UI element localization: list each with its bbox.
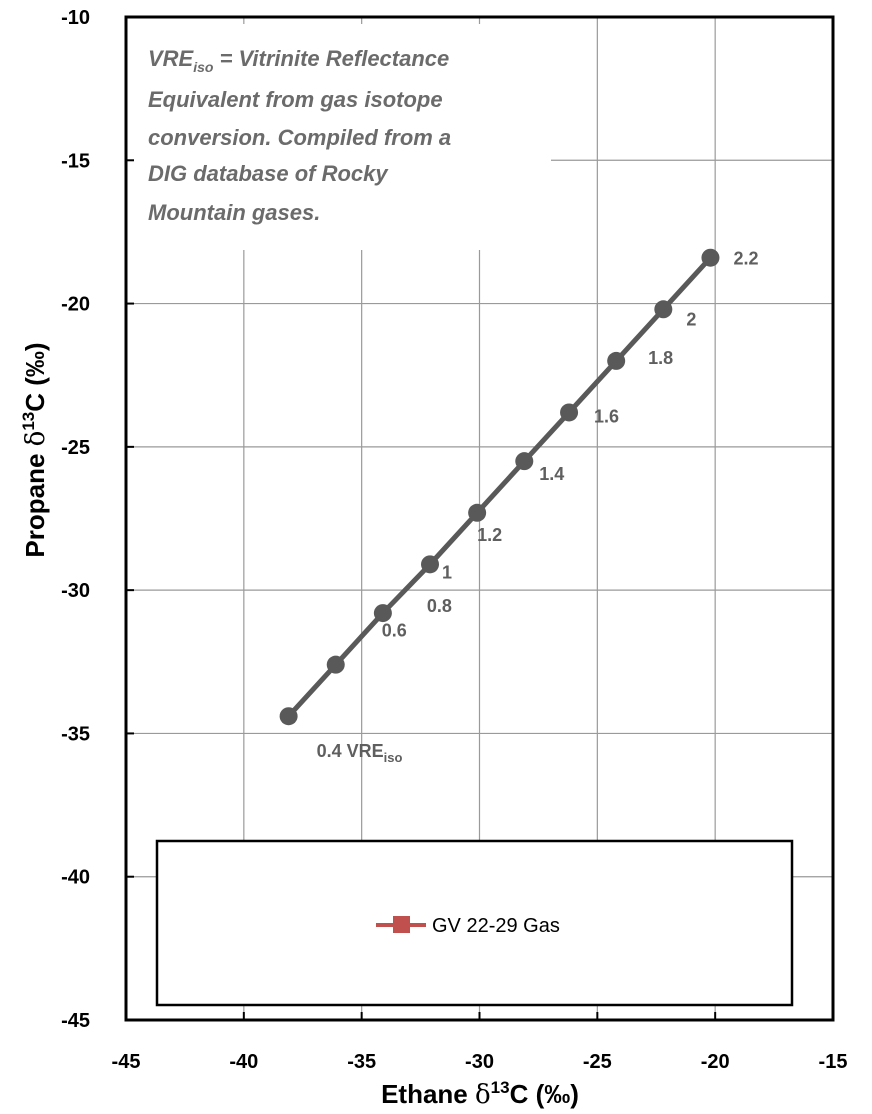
x-axis-ticks: -45 -40 -35 -30 -25 -20 -15 — [112, 1012, 848, 1073]
point-label: 0.6 — [382, 621, 407, 641]
point-label: 1.8 — [648, 348, 673, 368]
y-tick-label: -15 — [61, 150, 90, 172]
data-point — [326, 655, 345, 674]
data-point — [560, 403, 579, 422]
data-point — [279, 707, 298, 726]
x-tick-label: -15 — [819, 1051, 848, 1073]
point-label: 0.8 — [427, 596, 452, 616]
legend-label: GV 22-29 Gas — [432, 915, 560, 937]
y-tick-label: -20 — [61, 294, 90, 316]
annotation-background — [131, 24, 551, 250]
data-point — [515, 452, 534, 471]
point-label: 2.2 — [733, 249, 758, 269]
point-label: 1 — [442, 562, 452, 582]
data-point — [373, 604, 392, 623]
x-tick-label: -30 — [465, 1051, 494, 1073]
x-tick-label: -20 — [701, 1051, 730, 1073]
y-axis-ticks: -10 -15 -20 -25 -30 -35 -40 -45 — [61, 7, 134, 1032]
data-point — [468, 503, 487, 522]
data-point — [701, 248, 720, 267]
y-tick-label: -35 — [61, 723, 90, 745]
point-label: 1.4 — [539, 464, 564, 484]
data-point — [654, 300, 673, 319]
x-tick-label: -35 — [347, 1051, 376, 1073]
point-label: 0.4 VREiso — [317, 741, 403, 765]
y-tick-label: -25 — [61, 437, 90, 459]
legend-item: GV 22-29 Gas — [376, 915, 560, 937]
x-tick-label: -25 — [583, 1051, 612, 1073]
data-point — [607, 351, 626, 370]
x-tick-label: -40 — [229, 1051, 258, 1073]
y-axis-title: Propane δ13C (‰) — [19, 342, 51, 557]
series-line — [286, 256, 713, 718]
y-tick-label: -30 — [61, 580, 90, 602]
point-label: 1.2 — [477, 525, 502, 545]
point-labels: 0.4 VREiso 0.6 0.8 1 1.2 1.4 1.6 1.8 2 2.2 — [317, 249, 759, 766]
y-tick-label: -10 — [61, 7, 90, 29]
data-point — [421, 555, 440, 574]
annotation-text: VREiso = Vitrinite Reflectance Equivalen… — [148, 46, 457, 225]
legend-marker — [393, 916, 410, 933]
x-axis-title: Ethane δ13C (‰) — [381, 1078, 579, 1110]
x-tick-label: -45 — [112, 1051, 141, 1073]
point-label: 2 — [686, 309, 696, 329]
legend-box — [155, 839, 794, 1007]
y-tick-label: -45 — [61, 1010, 90, 1032]
point-label: 1.6 — [594, 406, 619, 426]
series-layer — [279, 248, 720, 726]
y-tick-label: -40 — [61, 867, 90, 889]
